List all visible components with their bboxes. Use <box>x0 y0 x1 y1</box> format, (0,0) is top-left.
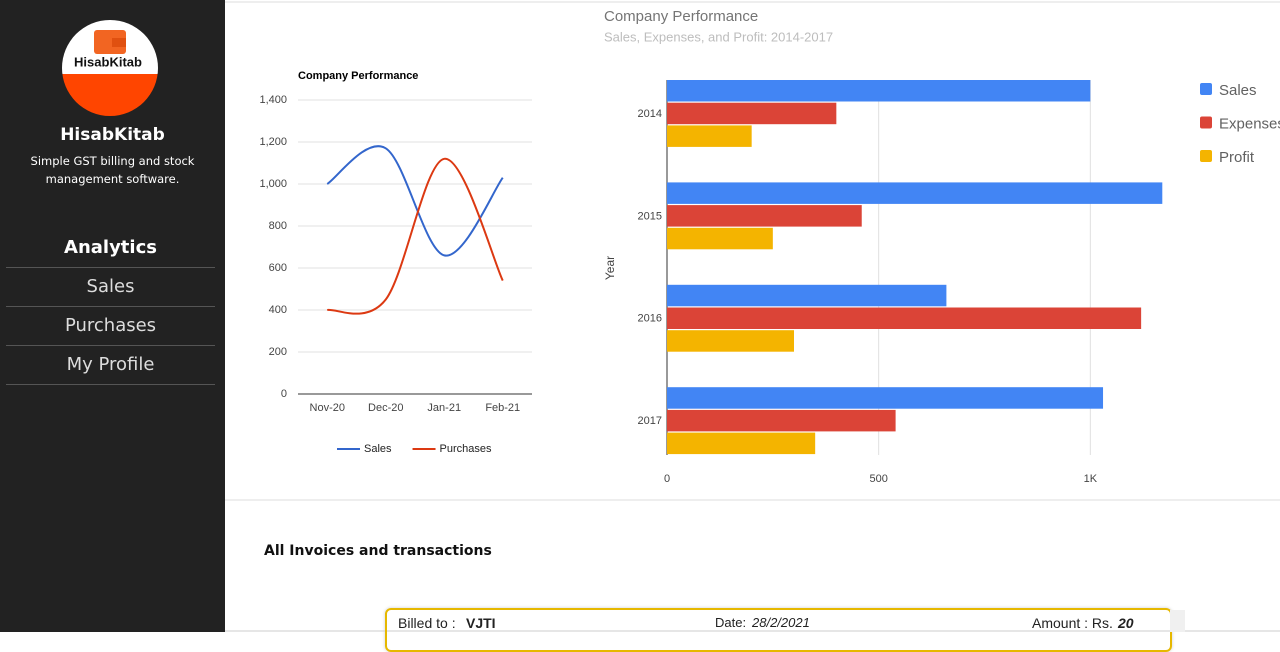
y-tick-label: 0 <box>281 388 287 400</box>
date: 28/2/2021 <box>752 615 810 630</box>
bar <box>667 102 837 125</box>
amount: 20 <box>1118 615 1134 631</box>
y-tick-label: 2014 <box>638 108 662 120</box>
logo-text: HisabKitab <box>74 54 142 69</box>
chart-title: Company Performance <box>604 8 758 25</box>
line-series <box>326 145 504 257</box>
bar <box>667 409 896 432</box>
x-tick-label: Feb-21 <box>485 402 520 414</box>
y-tick-label: 800 <box>269 220 287 232</box>
amount-label: Amount : Rs. <box>1032 615 1113 631</box>
tagline: Simple GST billing and stock management … <box>30 154 195 186</box>
y-tick-label: 2017 <box>638 415 662 427</box>
x-tick-label: 1K <box>1084 473 1098 485</box>
y-tick-label: 2015 <box>638 210 662 222</box>
line-series <box>327 157 504 315</box>
chart-title: Company Performance <box>298 70 418 82</box>
y-tick-label: 1,000 <box>259 178 287 190</box>
legend-label: Profit <box>1219 149 1255 166</box>
x-tick-label: Dec-20 <box>368 402 403 414</box>
bar <box>667 227 773 250</box>
y-tick-label: 200 <box>269 346 287 358</box>
legend-swatch <box>1200 116 1212 129</box>
y-tick-label: 1,200 <box>259 136 287 148</box>
nav-item[interactable]: My Profile <box>6 346 215 385</box>
y-tick-label: 2016 <box>638 313 662 325</box>
nav-item[interactable]: Sales <box>6 268 215 307</box>
legend-label: Expenses <box>1219 115 1280 132</box>
date-label: Date: <box>715 615 747 630</box>
bar <box>667 80 1091 102</box>
scrollbar[interactable] <box>1170 610 1185 632</box>
charts: Company Performance02004006008001,0001,2… <box>225 1 1280 632</box>
bar <box>667 284 947 307</box>
y-tick-label: 600 <box>269 262 287 274</box>
nav-item[interactable]: Purchases <box>6 307 215 346</box>
legend-label: Sales <box>1219 82 1257 99</box>
x-tick-label: 0 <box>664 473 670 485</box>
axis-title: Year <box>603 256 617 280</box>
bar <box>667 307 1142 329</box>
bar <box>667 432 816 455</box>
legend-swatch <box>1200 150 1212 162</box>
legend-label: Sales <box>364 443 392 455</box>
x-tick-label: Nov-20 <box>310 402 345 414</box>
nav-item[interactable]: Analytics <box>6 229 215 268</box>
sidebar: HisabKitab HisabKitab Simple GST billing… <box>0 0 225 632</box>
chart-subtitle: Sales, Expenses, and Profit: 2014-2017 <box>604 29 833 44</box>
invoice-card[interactable]: Billed to : VJTI Date: 28/2/2021 Amount … <box>385 608 1172 652</box>
billed-label: Billed to : <box>398 615 456 631</box>
y-tick-label: 1,400 <box>259 94 287 106</box>
bar <box>667 387 1104 409</box>
section-title: All Invoices and transactions <box>264 543 492 559</box>
bar <box>667 330 794 352</box>
legend-swatch <box>1200 83 1212 95</box>
logo: HisabKitab <box>62 20 158 116</box>
y-tick-label: 400 <box>269 304 287 316</box>
x-tick-label: 500 <box>869 473 887 485</box>
x-tick-label: Jan-21 <box>427 402 461 414</box>
legend-label: Purchases <box>440 443 492 455</box>
bar <box>667 182 1163 204</box>
brand: HisabKitab <box>60 125 165 145</box>
billed-to: VJTI <box>466 615 496 631</box>
bar <box>667 125 752 147</box>
bar <box>667 205 862 227</box>
